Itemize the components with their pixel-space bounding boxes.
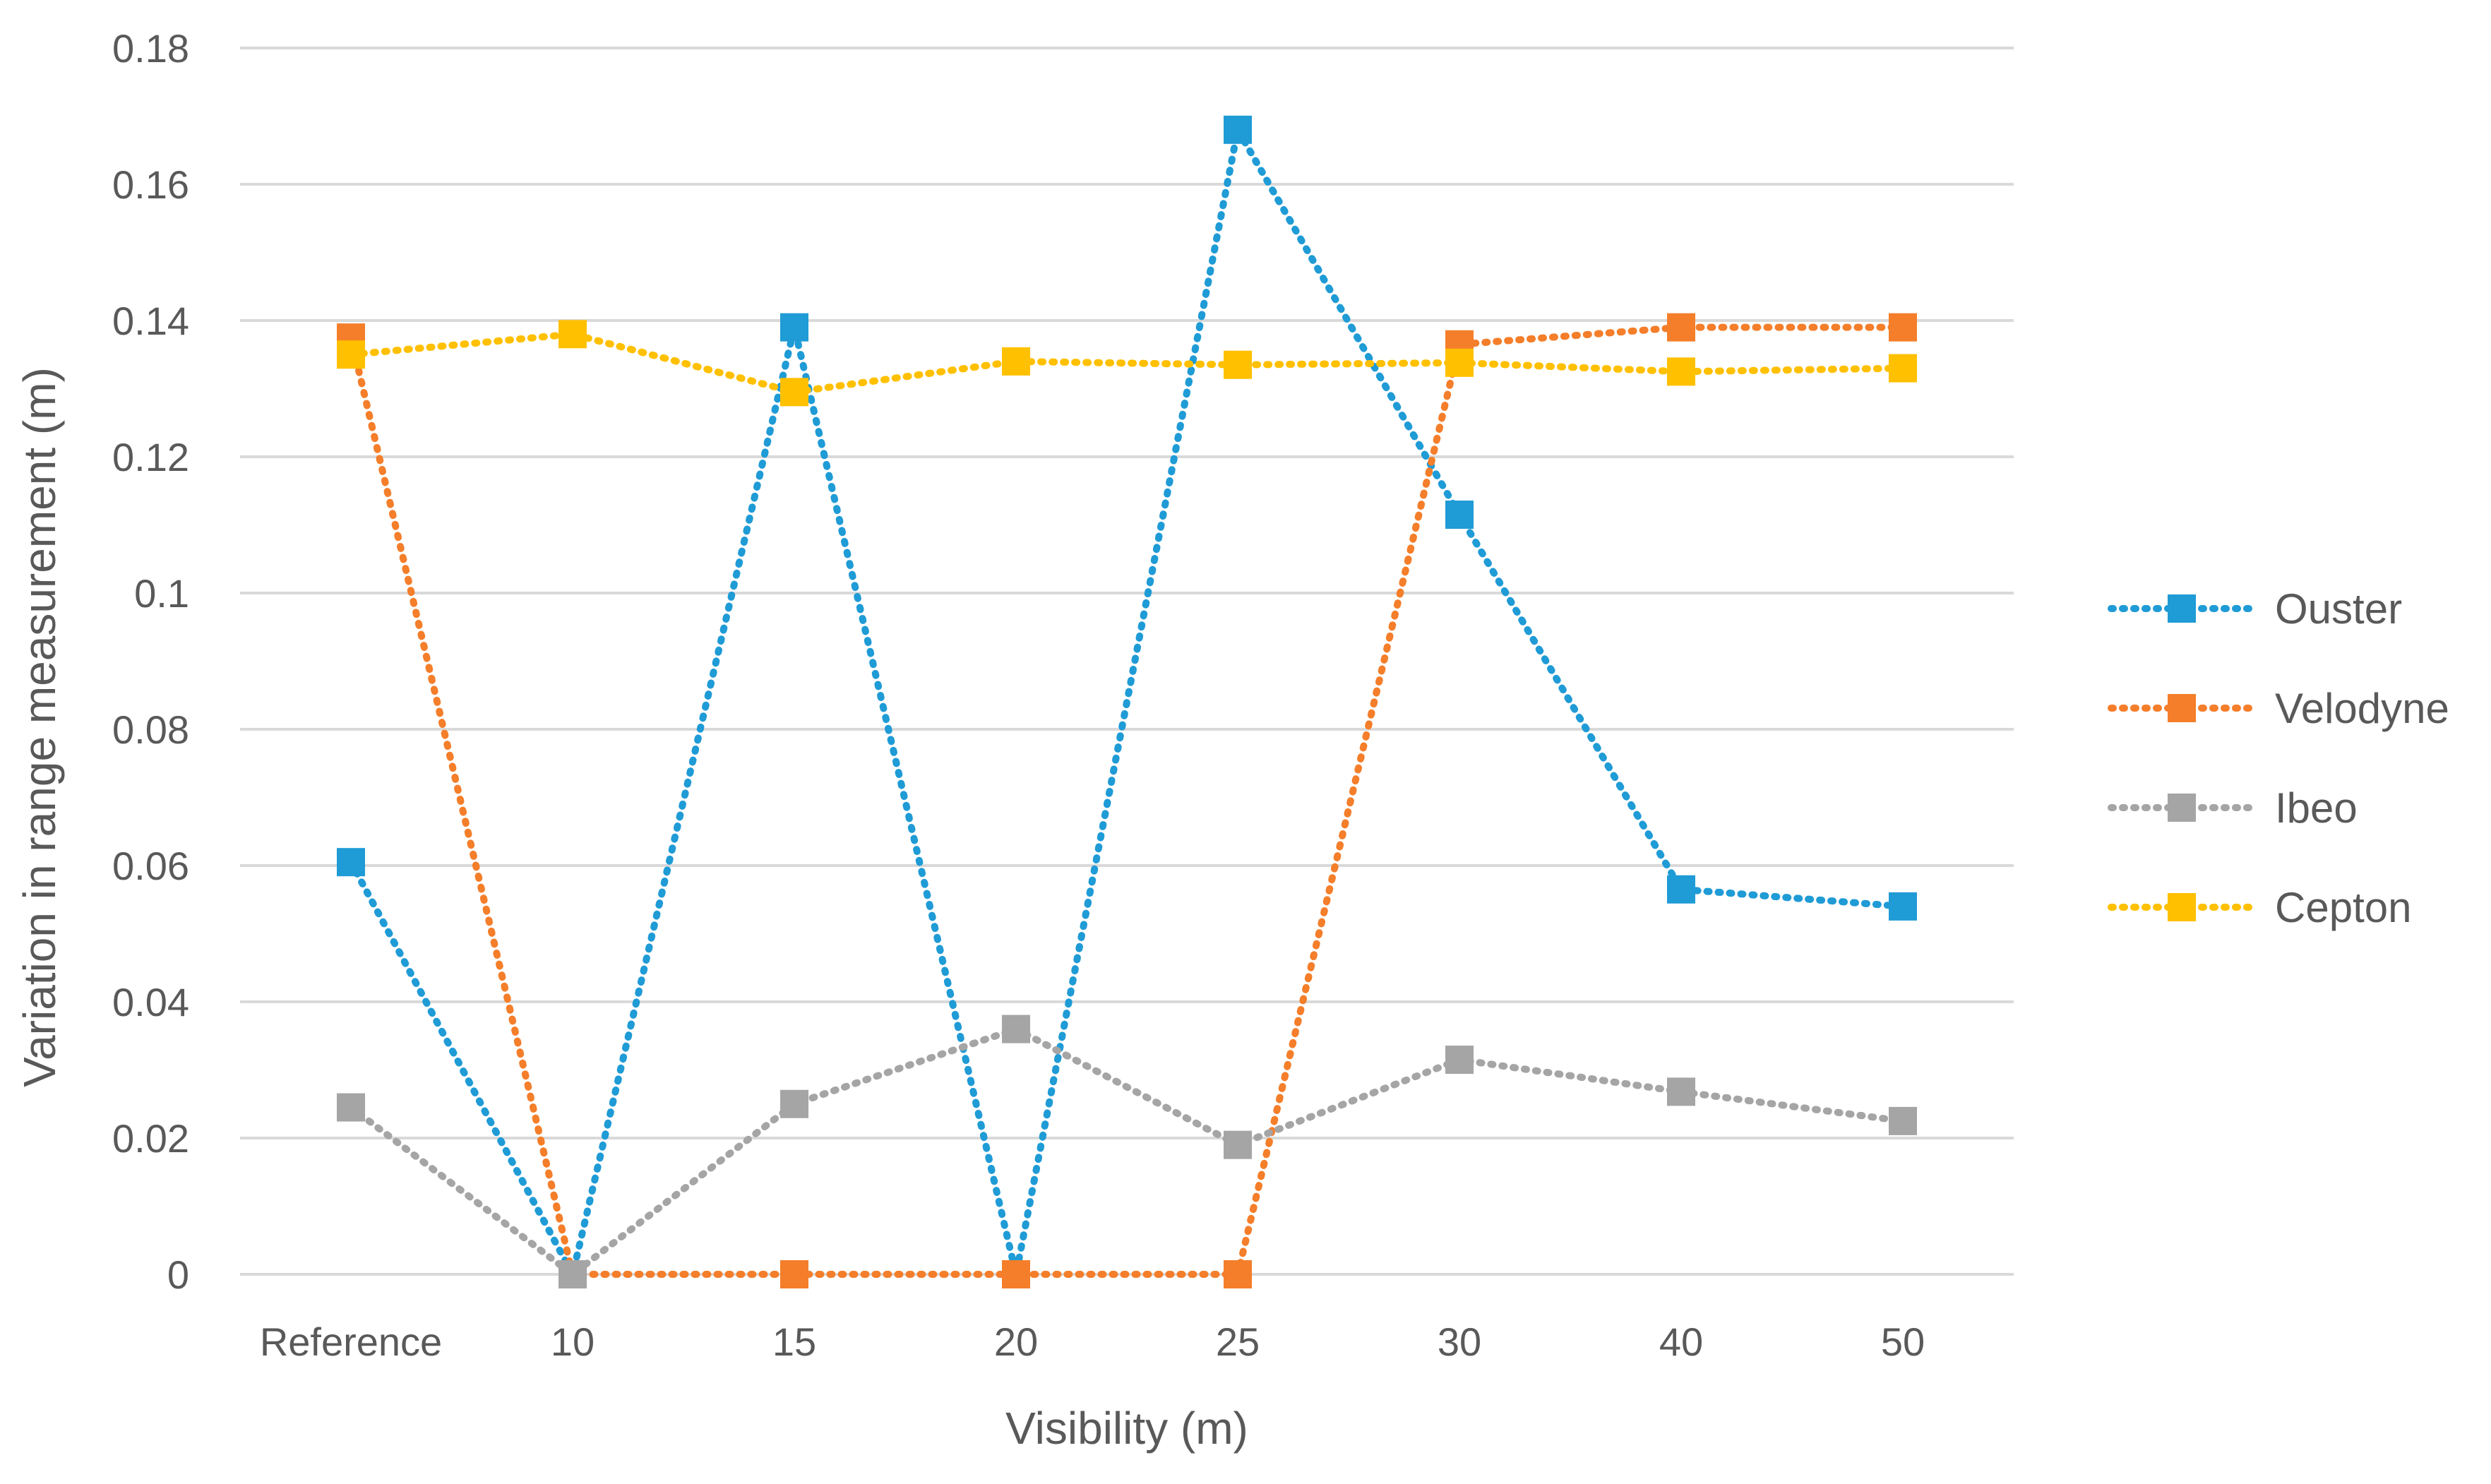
y-tick-label: 0.18: [112, 26, 189, 71]
legend-marker: [2168, 594, 2196, 623]
y-tick-label: 0.14: [112, 299, 189, 343]
y-axis-ticks: 0 0.02 0.04 0.06 0.08 0.1 0.12 0.14 0.16 0.18: [112, 26, 189, 1297]
legend: Ouster Velodyne Ibeo Cepton: [2108, 585, 2449, 931]
y-tick-label: 0.12: [112, 435, 189, 479]
data-point: [1667, 313, 1695, 342]
legend-label: Ibeo: [2275, 784, 2358, 832]
data-point: [558, 320, 587, 349]
data-point: [1667, 357, 1695, 386]
legend-marker: [2168, 893, 2196, 921]
y-tick-label: 0.04: [112, 980, 189, 1024]
series-velodyne: [337, 313, 1917, 1288]
data-point: [1002, 1260, 1030, 1288]
data-point: [1224, 1260, 1252, 1288]
data-point: [1445, 1046, 1474, 1075]
series-line: [347, 323, 1906, 1278]
legend-item-velodyne: Velodyne: [2108, 685, 2449, 732]
series-line: [347, 1025, 1906, 1279]
legend-marker: [2168, 694, 2196, 722]
data-point: [780, 313, 808, 342]
series-cepton: [337, 320, 1917, 407]
data-point: [558, 1260, 587, 1288]
data-point: [337, 340, 365, 369]
x-axis-ticks: Reference 10 15 20 25 30 40 50: [260, 1320, 1925, 1364]
y-tick-label: 0.16: [112, 162, 189, 207]
series-group: [337, 115, 1917, 1288]
series-line: [347, 330, 1906, 396]
y-tick-label: 0: [167, 1252, 189, 1297]
data-point: [780, 1260, 808, 1288]
data-point: [1889, 892, 1917, 921]
x-tick-label: 30: [1438, 1320, 1481, 1364]
data-point: [1667, 875, 1695, 904]
data-point: [780, 1089, 808, 1118]
data-point: [1889, 354, 1917, 383]
legend-marker: [2168, 794, 2196, 822]
y-tick-label: 0.06: [112, 844, 189, 888]
x-tick-label: Reference: [260, 1320, 442, 1364]
data-point: [1667, 1077, 1695, 1106]
data-point: [1224, 115, 1252, 144]
data-point: [1889, 313, 1917, 342]
x-tick-label: 25: [1216, 1320, 1260, 1364]
data-point: [1445, 501, 1474, 529]
x-tick-label: 20: [994, 1320, 1038, 1364]
y-tick-label: 0.08: [112, 707, 189, 752]
y-tick-label: 0.1: [134, 571, 189, 616]
data-point: [780, 378, 808, 407]
data-point: [337, 848, 365, 877]
legend-item-cepton: Cepton: [2108, 884, 2411, 931]
x-axis-title: Visibility (m): [1005, 1403, 1248, 1454]
series-line: [347, 119, 1906, 1285]
y-axis-title: Variation in range measurement (m): [14, 367, 65, 1087]
data-point: [1002, 1015, 1030, 1043]
gridlines: [240, 47, 2014, 1276]
series-ibeo: [337, 1015, 1917, 1288]
legend-item-ouster: Ouster: [2108, 585, 2402, 633]
y-tick-label: 0.02: [112, 1116, 189, 1161]
legend-label: Cepton: [2275, 884, 2411, 931]
data-point: [1889, 1106, 1917, 1135]
data-point: [1224, 1130, 1252, 1159]
x-tick-label: 15: [772, 1320, 816, 1364]
series-ouster: [337, 115, 1917, 1288]
x-tick-label: 50: [1881, 1320, 1925, 1364]
data-point: [1002, 347, 1030, 376]
x-tick-label: 10: [551, 1320, 595, 1364]
data-point: [1445, 348, 1474, 377]
data-point: [1224, 350, 1252, 379]
legend-label: Velodyne: [2275, 685, 2449, 732]
x-tick-label: 40: [1659, 1320, 1703, 1364]
legend-label: Ouster: [2275, 585, 2402, 633]
legend-item-ibeo: Ibeo: [2108, 784, 2358, 832]
data-point: [337, 1093, 365, 1122]
